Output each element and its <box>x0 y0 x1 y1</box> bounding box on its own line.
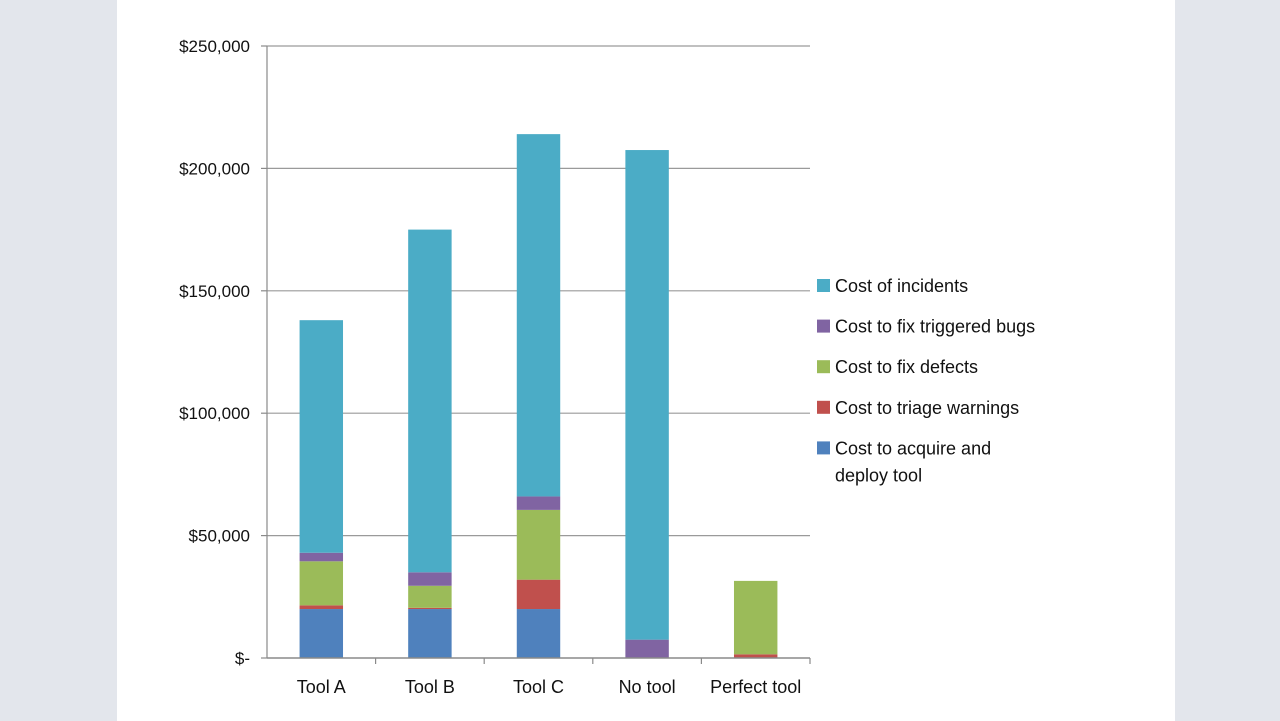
legend-label: Cost to fix defects <box>835 357 978 377</box>
bar-segment <box>299 605 344 610</box>
x-tick-label: Tool A <box>297 677 346 697</box>
legend-swatch <box>817 400 830 414</box>
x-axis-ticks: Tool A Tool B Tool C No tool Perfect tool <box>297 658 811 697</box>
y-tick-label: $50,000 <box>189 527 250 546</box>
x-tick-label: No tool <box>619 677 676 697</box>
x-tick-label: Perfect tool <box>710 677 801 697</box>
bar-segment <box>299 609 344 658</box>
bar-segment <box>516 134 561 497</box>
legend-label: Cost to triage warnings <box>835 398 1019 418</box>
bar-segment <box>408 609 452 658</box>
bar-segment <box>299 561 344 606</box>
bar-segment <box>516 496 561 510</box>
bars <box>299 134 778 658</box>
bar-segment <box>733 580 778 655</box>
legend-label: deploy tool <box>835 465 922 485</box>
bar-segment <box>516 579 561 610</box>
bar-segment <box>516 509 561 580</box>
bar-segment <box>299 320 344 553</box>
stacked-bar-chart: $- $50,000 $100,000 $150,000 $200,000 $250,00… <box>179 37 1035 697</box>
bar-segment <box>408 607 452 610</box>
y-tick-label: $200,000 <box>179 159 250 178</box>
bar-segment <box>299 552 344 562</box>
legend-label: Cost to acquire and <box>835 438 991 458</box>
bar-segment <box>408 229 452 573</box>
x-tick-label: Tool C <box>513 677 564 697</box>
y-tick-label: $250,000 <box>179 37 250 56</box>
legend-swatch <box>817 279 830 292</box>
y-tick-label: $100,000 <box>179 404 250 423</box>
y-axis-ticks: $- $50,000 $100,000 $150,000 $200,000 $250,00… <box>179 37 267 668</box>
legend-label: Cost to fix triggered bugs <box>835 317 1035 337</box>
legend: Cost of incidents Cost to fix triggered b… <box>817 276 1035 485</box>
axes <box>266 46 810 659</box>
x-tick-label: Tool B <box>405 677 455 697</box>
legend-swatch <box>817 319 830 333</box>
bar-segment <box>516 609 561 658</box>
legend-swatch <box>817 441 830 455</box>
bar-segment <box>625 150 669 640</box>
legend-label: Cost of incidents <box>835 276 968 296</box>
bar-segment <box>408 585 452 608</box>
slide: $- $50,000 $100,000 $150,000 $200,000 $250,00… <box>117 0 1175 721</box>
bar-segment <box>625 639 669 658</box>
bar-segment <box>408 572 452 586</box>
legend-swatch <box>817 360 830 374</box>
bar-segment <box>733 654 778 658</box>
y-tick-label: $150,000 <box>179 282 250 301</box>
y-tick-label: $- <box>235 649 250 668</box>
